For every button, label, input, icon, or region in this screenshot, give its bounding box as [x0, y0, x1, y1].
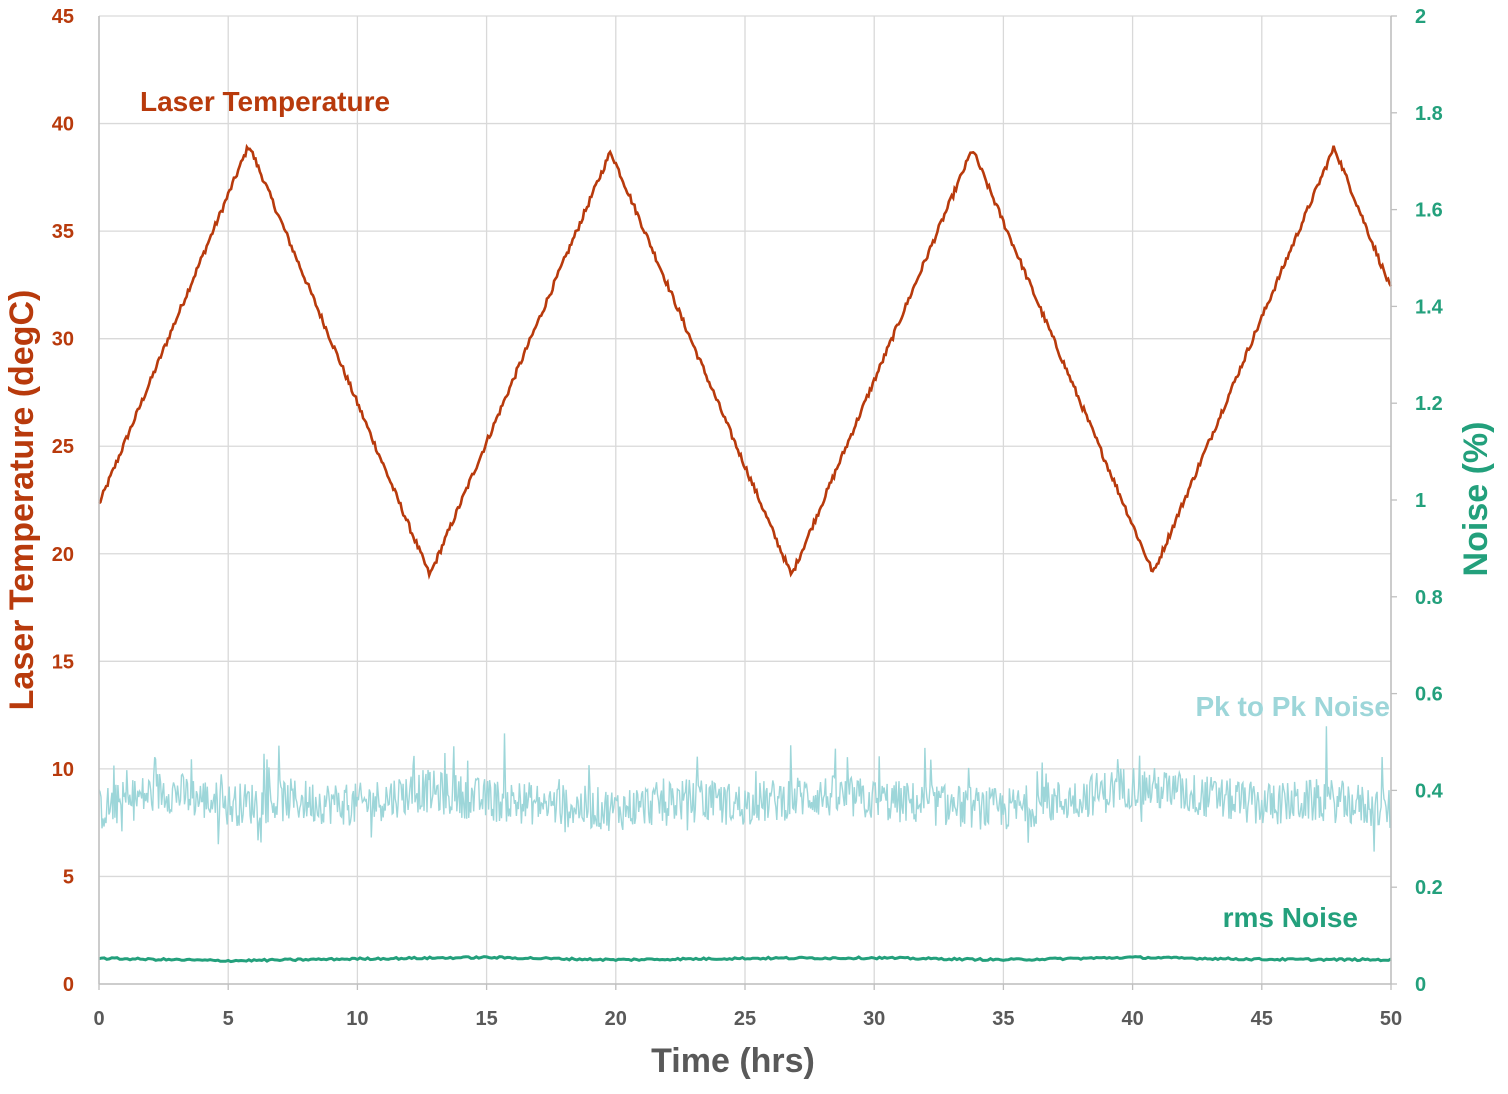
y-right-tick-label: 1.2 [1415, 393, 1443, 415]
y-right-tick-label: 0.4 [1415, 780, 1444, 802]
y-left-tick-label: 5 [63, 866, 74, 888]
series-layer [98, 143, 1393, 964]
annotation-rms-noise: rms Noise [1223, 902, 1358, 933]
y-left-tick-label: 40 [52, 114, 74, 136]
x-axis-title: Time (hrs) [651, 1042, 815, 1080]
annotation-laser-temperature: Laser Temperature [140, 86, 390, 117]
y-right-tick-label: 0.8 [1415, 587, 1443, 609]
grid-lines [98, 15, 1392, 985]
y-right-tick-label: 1.8 [1415, 103, 1443, 125]
right-axis-title: Noise (%) [1457, 422, 1495, 577]
y-left-tick-label: 35 [52, 221, 74, 243]
series-rms-noise-line [98, 955, 1392, 964]
series-laser-temperature-line [98, 143, 1393, 580]
y-left-tick-label: 15 [52, 651, 74, 673]
y-left-tick-label: 25 [52, 436, 74, 458]
y-left-tick-label: 30 [52, 329, 74, 351]
x-axis-ticks: 0 5 10 15 20 25 30 35 40 45 50 [93, 1008, 1402, 1030]
x-tick-label: 10 [346, 1008, 368, 1030]
x-tick-label: 0 [93, 1008, 104, 1030]
y-right-tick-label: 2 [1415, 6, 1426, 28]
y-left-tick-label: 0 [63, 974, 74, 996]
left-axis-ticks: 0 5 10 15 20 25 30 35 40 45 [52, 6, 74, 996]
y-left-tick-label: 45 [52, 6, 74, 28]
axes [98, 15, 1397, 990]
y-left-tick-label: 20 [52, 544, 74, 566]
y-right-tick-label: 1.6 [1415, 200, 1443, 222]
left-axis-title: Laser Temperature (degC) [3, 290, 41, 711]
y-right-tick-label: 1 [1415, 490, 1426, 512]
y-left-tick-label: 10 [52, 759, 74, 781]
y-right-tick-label: 1.4 [1415, 296, 1444, 318]
x-tick-label: 15 [475, 1008, 497, 1030]
right-axis-ticks: 0 0.2 0.4 0.6 0.8 1 1.2 1.4 1.6 1.8 2 [1415, 6, 1444, 996]
x-tick-label: 25 [734, 1008, 756, 1030]
x-tick-label: 50 [1380, 1008, 1402, 1030]
x-tick-label: 20 [605, 1008, 627, 1030]
y-right-tick-label: 0 [1415, 974, 1426, 996]
x-tick-label: 30 [863, 1008, 885, 1030]
x-tick-label: 35 [992, 1008, 1014, 1030]
series-pk-to-pk-noise-line [98, 726, 1392, 852]
x-tick-label: 45 [1251, 1008, 1273, 1030]
y-right-tick-label: 0.6 [1415, 684, 1443, 706]
y-right-tick-label: 0.2 [1415, 877, 1443, 899]
x-tick-label: 40 [1121, 1008, 1143, 1030]
x-tick-label: 5 [223, 1008, 234, 1030]
annotation-pk-to-pk-noise: Pk to Pk Noise [1195, 691, 1390, 722]
